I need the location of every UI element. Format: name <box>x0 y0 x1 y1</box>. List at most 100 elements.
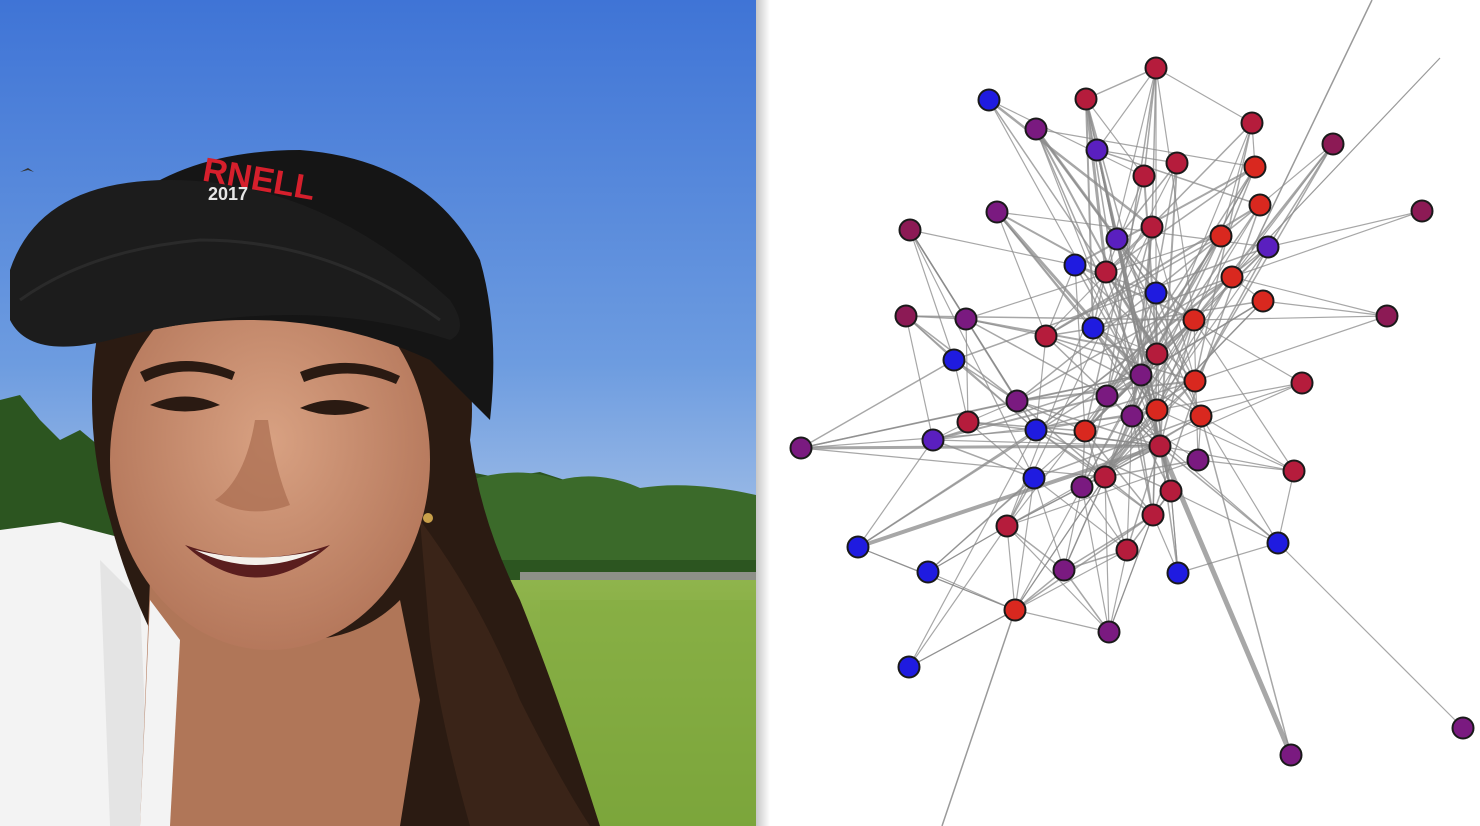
edge <box>1074 264 1157 294</box>
edge <box>988 99 1142 376</box>
edge <box>1156 382 1303 411</box>
edge <box>1074 264 1196 382</box>
graph-node <box>1097 620 1121 644</box>
panel-divider-shadow <box>756 0 770 826</box>
edge <box>1159 445 1279 544</box>
graph-node <box>1451 716 1475 740</box>
edge <box>1193 315 1388 321</box>
graph-node <box>1144 56 1168 80</box>
edge <box>988 99 1153 228</box>
edge <box>1159 382 1303 447</box>
left-eye <box>150 396 220 412</box>
graph-nodes <box>789 56 1475 767</box>
edge <box>996 211 1047 337</box>
graph-node <box>1186 448 1210 472</box>
graph-node <box>1266 531 1290 555</box>
edge <box>1262 300 1388 317</box>
edge <box>1151 67 1157 228</box>
selfie-illustration: RNELL 2017 <box>0 0 756 826</box>
graph-node <box>898 218 922 242</box>
edge <box>1016 400 1086 432</box>
bird <box>20 168 34 172</box>
graph-node <box>1095 384 1119 408</box>
edge-offscreen-bottom <box>941 609 1016 826</box>
graph-node <box>977 88 1001 112</box>
edge <box>988 99 1107 273</box>
edge <box>1131 415 1154 516</box>
edge <box>1108 514 1154 633</box>
edge <box>1194 315 1388 382</box>
edge <box>1105 175 1145 273</box>
edge <box>1170 490 1179 574</box>
edge <box>1035 429 1161 447</box>
edge <box>1035 335 1047 431</box>
edge <box>1193 319 1303 384</box>
edge <box>1063 569 1110 633</box>
graph-node <box>897 655 921 679</box>
edge <box>988 99 1145 177</box>
edge <box>1063 476 1106 571</box>
graph-node <box>1144 281 1168 305</box>
graph-node <box>1129 363 1153 387</box>
edge <box>1106 292 1157 397</box>
edge <box>1193 319 1295 472</box>
edge <box>857 444 1161 549</box>
graph-node <box>1251 289 1275 313</box>
graph-node <box>1145 342 1169 366</box>
edge <box>1170 490 1279 544</box>
graph-node <box>1005 389 1029 413</box>
edge <box>1006 271 1107 527</box>
edge <box>800 359 955 449</box>
edge <box>965 318 1108 397</box>
graph-node <box>1024 418 1048 442</box>
graph-node <box>1132 164 1156 188</box>
edge <box>909 229 1076 266</box>
edge <box>1116 162 1178 240</box>
graph-node <box>1290 371 1314 395</box>
edge <box>996 211 1107 273</box>
edge <box>1014 514 1154 611</box>
graph-node <box>1024 117 1048 141</box>
edge <box>1085 67 1157 100</box>
edge <box>1200 415 1292 756</box>
edge <box>1035 276 1233 431</box>
edge <box>1106 166 1256 397</box>
edge <box>1159 445 1179 574</box>
left-eyebrow <box>140 361 235 382</box>
graph-node <box>1074 87 1098 111</box>
graph-node <box>921 428 945 452</box>
edge <box>1259 143 1334 206</box>
edge <box>1081 486 1128 551</box>
graph-node <box>1081 316 1105 340</box>
graph-node <box>1410 199 1434 223</box>
edge <box>800 444 1161 450</box>
edge-offscreen-top <box>1251 0 1373 251</box>
graph-node <box>1052 558 1076 582</box>
graph-node <box>956 410 980 434</box>
edge <box>857 439 934 548</box>
graph-node <box>1063 253 1087 277</box>
edge <box>1006 395 1108 527</box>
edge <box>1177 542 1279 574</box>
graph-node <box>1240 111 1264 135</box>
edge <box>1045 235 1222 337</box>
edge <box>800 429 1037 449</box>
network-graph-panel <box>756 0 1480 826</box>
earring <box>423 513 433 523</box>
neck <box>140 580 420 826</box>
edge <box>965 318 1047 337</box>
edge <box>1155 67 1253 124</box>
graph-node <box>916 560 940 584</box>
edge <box>1033 477 1065 571</box>
nose <box>215 420 290 512</box>
edge <box>905 315 934 441</box>
edge <box>1006 525 1016 611</box>
edge <box>1156 204 1261 355</box>
edge <box>927 525 1008 573</box>
road <box>520 572 756 580</box>
edge <box>1193 143 1334 321</box>
edge <box>1084 409 1158 432</box>
edge <box>1231 210 1423 278</box>
edge <box>1104 246 1269 478</box>
edge <box>1006 486 1083 527</box>
